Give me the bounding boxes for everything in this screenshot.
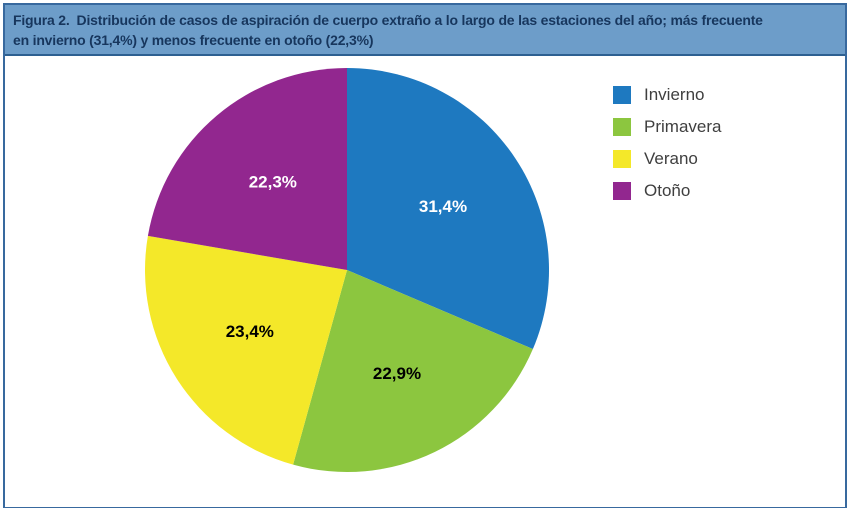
- legend-label-verano: Verano: [644, 149, 698, 168]
- figure-2-panel: Figura 2. Distribución de casos de aspira…: [3, 3, 847, 508]
- figure-label: Figura 2.: [13, 12, 70, 28]
- pie-chart: 31,4% 22,9% 23,4% 22,3%: [145, 68, 550, 472]
- pie-slice-invierno: [347, 68, 550, 350]
- caption-text-1: Distribución de casos de aspiración de c…: [76, 12, 763, 28]
- legend-item-otono: Otoño: [613, 182, 721, 200]
- legend-item-verano: Verano: [613, 150, 721, 168]
- legend-item-primavera: Primavera: [613, 118, 721, 136]
- pie-label-verano: 23,4%: [226, 322, 274, 341]
- legend-item-invierno: Invierno: [613, 86, 721, 104]
- legend-label-otono: Otoño: [644, 181, 691, 200]
- caption-line-2: en invierno (31,4%) y menos frecuente en…: [13, 32, 374, 48]
- pie-label-primavera: 22,9%: [373, 364, 421, 383]
- pie-slice-otono: [147, 68, 347, 270]
- pie-slice-verano: [145, 235, 347, 465]
- legend-label-invierno: Invierno: [644, 85, 705, 104]
- pie-label-otono: 22,3%: [249, 173, 297, 192]
- legend-swatch-otono: [613, 182, 631, 200]
- legend-swatch-verano: [613, 150, 631, 168]
- legend-label-primavera: Primavera: [644, 117, 722, 136]
- figure-caption: Figura 2. Distribución de casos de aspira…: [5, 5, 845, 56]
- pie-slice-primavera: [293, 270, 533, 472]
- chart-legend: Invierno Primavera Verano Otoño: [613, 86, 721, 214]
- chart-area: 31,4% 22,9% 23,4% 22,3% Invierno Primavera Ve…: [5, 56, 845, 507]
- pie-label-invierno: 31,4%: [419, 197, 467, 216]
- caption-line-1: Figura 2. Distribución de casos de aspira…: [13, 10, 837, 30]
- legend-swatch-invierno: [613, 86, 631, 104]
- legend-swatch-primavera: [613, 118, 631, 136]
